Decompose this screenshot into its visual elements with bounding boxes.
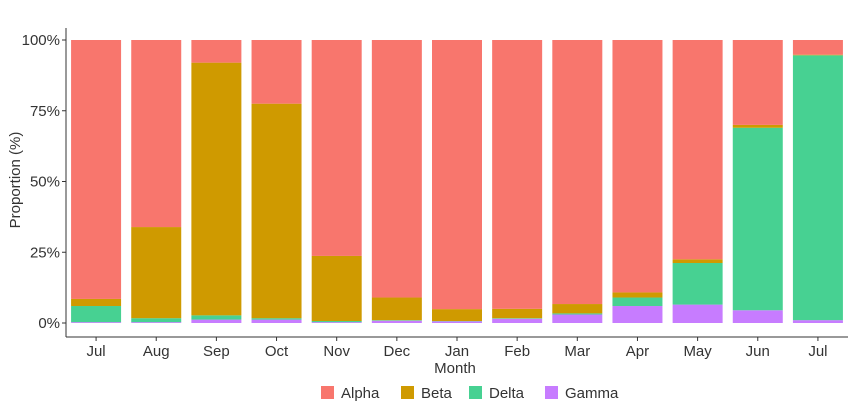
x-tick-label: Mar (564, 343, 590, 360)
legend-label: Alpha (341, 385, 380, 402)
bars-layer (71, 40, 843, 323)
legend-label: Beta (421, 385, 453, 402)
legend-swatch (469, 386, 482, 399)
legend: Alpha Beta Delta Gamma (321, 385, 619, 402)
legend-label: Gamma (565, 385, 619, 402)
bar-segment-gamma-4 (252, 320, 302, 323)
x-tick-label: Sep (203, 343, 230, 360)
legend-swatch (321, 386, 334, 399)
x-tick-label: Nov (323, 343, 350, 360)
x-tick-label: Jul (808, 343, 827, 360)
bar-segment-gamma-8 (492, 319, 542, 323)
bar-segment-delta-4 (252, 318, 302, 319)
x-tick-label: Oct (265, 343, 289, 360)
bar-segment-alpha-5 (312, 40, 362, 256)
bar-segment-beta-9 (552, 304, 602, 313)
x-tick-label: Feb (504, 343, 530, 360)
bar-segment-alpha-2 (131, 40, 181, 227)
bar-segment-gamma-1 (71, 322, 121, 323)
bar-segment-gamma-3 (191, 320, 241, 323)
bar-segment-delta-12 (733, 128, 783, 311)
y-tick-label: 100% (22, 32, 60, 49)
x-tick-label: Jun (746, 343, 770, 360)
bar-segment-alpha-12 (733, 40, 783, 125)
legend-label: Delta (489, 385, 525, 402)
bar-segment-gamma-12 (733, 310, 783, 323)
bar-segment-gamma-5 (312, 322, 362, 323)
legend-swatch (401, 386, 414, 399)
legend-item-alpha: Alpha (321, 385, 380, 402)
bar-segment-beta-11 (673, 259, 723, 263)
bar-segment-beta-8 (492, 309, 542, 318)
x-tick-label: Jan (445, 343, 469, 360)
legend-item-delta: Delta (469, 385, 525, 402)
bar-segment-beta-10 (612, 292, 662, 297)
bar-segment-alpha-6 (372, 40, 422, 298)
bar-segment-beta-6 (372, 298, 422, 321)
bar-segment-alpha-9 (552, 40, 602, 304)
bar-segment-beta-13 (793, 55, 843, 56)
bar-segment-gamma-11 (673, 305, 723, 323)
bar-segment-delta-8 (492, 318, 542, 319)
bar-segment-delta-9 (552, 313, 602, 314)
bar-segment-alpha-11 (673, 40, 723, 259)
bar-segment-alpha-10 (612, 40, 662, 292)
bar-segment-delta-3 (191, 315, 241, 319)
bar-segment-gamma-7 (432, 321, 482, 323)
bar-segment-delta-5 (312, 321, 362, 322)
legend-swatch (545, 386, 558, 399)
bar-segment-beta-1 (71, 299, 121, 306)
bar-segment-delta-2 (131, 318, 181, 322)
bar-segment-beta-3 (191, 63, 241, 316)
x-axis-title: Month (434, 360, 476, 377)
bar-segment-delta-10 (612, 298, 662, 306)
bar-segment-beta-7 (432, 309, 482, 321)
bar-segment-gamma-9 (552, 315, 602, 323)
x-tick-label: Jul (86, 343, 105, 360)
bar-segment-beta-4 (252, 104, 302, 319)
x-tick-label: Dec (384, 343, 411, 360)
legend-item-beta: Beta (401, 385, 453, 402)
bar-segment-alpha-13 (793, 40, 843, 55)
legend-item-gamma: Gamma (545, 385, 619, 402)
x-tick-label: Apr (626, 343, 649, 360)
bar-segment-gamma-10 (612, 306, 662, 323)
bar-segment-delta-1 (71, 306, 121, 322)
bar-segment-gamma-2 (131, 322, 181, 323)
y-tick-label: 0% (38, 315, 60, 332)
x-tick-label: May (683, 343, 712, 360)
bar-segment-alpha-8 (492, 40, 542, 309)
bar-segment-beta-12 (733, 125, 783, 128)
bar-segment-delta-11 (673, 263, 723, 305)
bar-segment-alpha-4 (252, 40, 302, 104)
bar-segment-delta-13 (793, 55, 843, 320)
bar-segment-beta-2 (131, 227, 181, 318)
bar-segment-alpha-1 (71, 40, 121, 299)
x-tick-label: Aug (143, 343, 170, 360)
bar-segment-gamma-13 (793, 320, 843, 323)
bar-segment-alpha-7 (432, 40, 482, 309)
y-tick-label: 50% (30, 174, 60, 191)
y-axis-title: Proportion (%) (7, 132, 24, 229)
bar-segment-beta-5 (312, 256, 362, 321)
bar-segment-alpha-3 (191, 40, 241, 63)
y-tick-label: 25% (30, 244, 60, 261)
y-tick-label: 75% (30, 103, 60, 120)
bar-segment-delta-6 (372, 320, 422, 321)
bar-segment-gamma-6 (372, 321, 422, 323)
